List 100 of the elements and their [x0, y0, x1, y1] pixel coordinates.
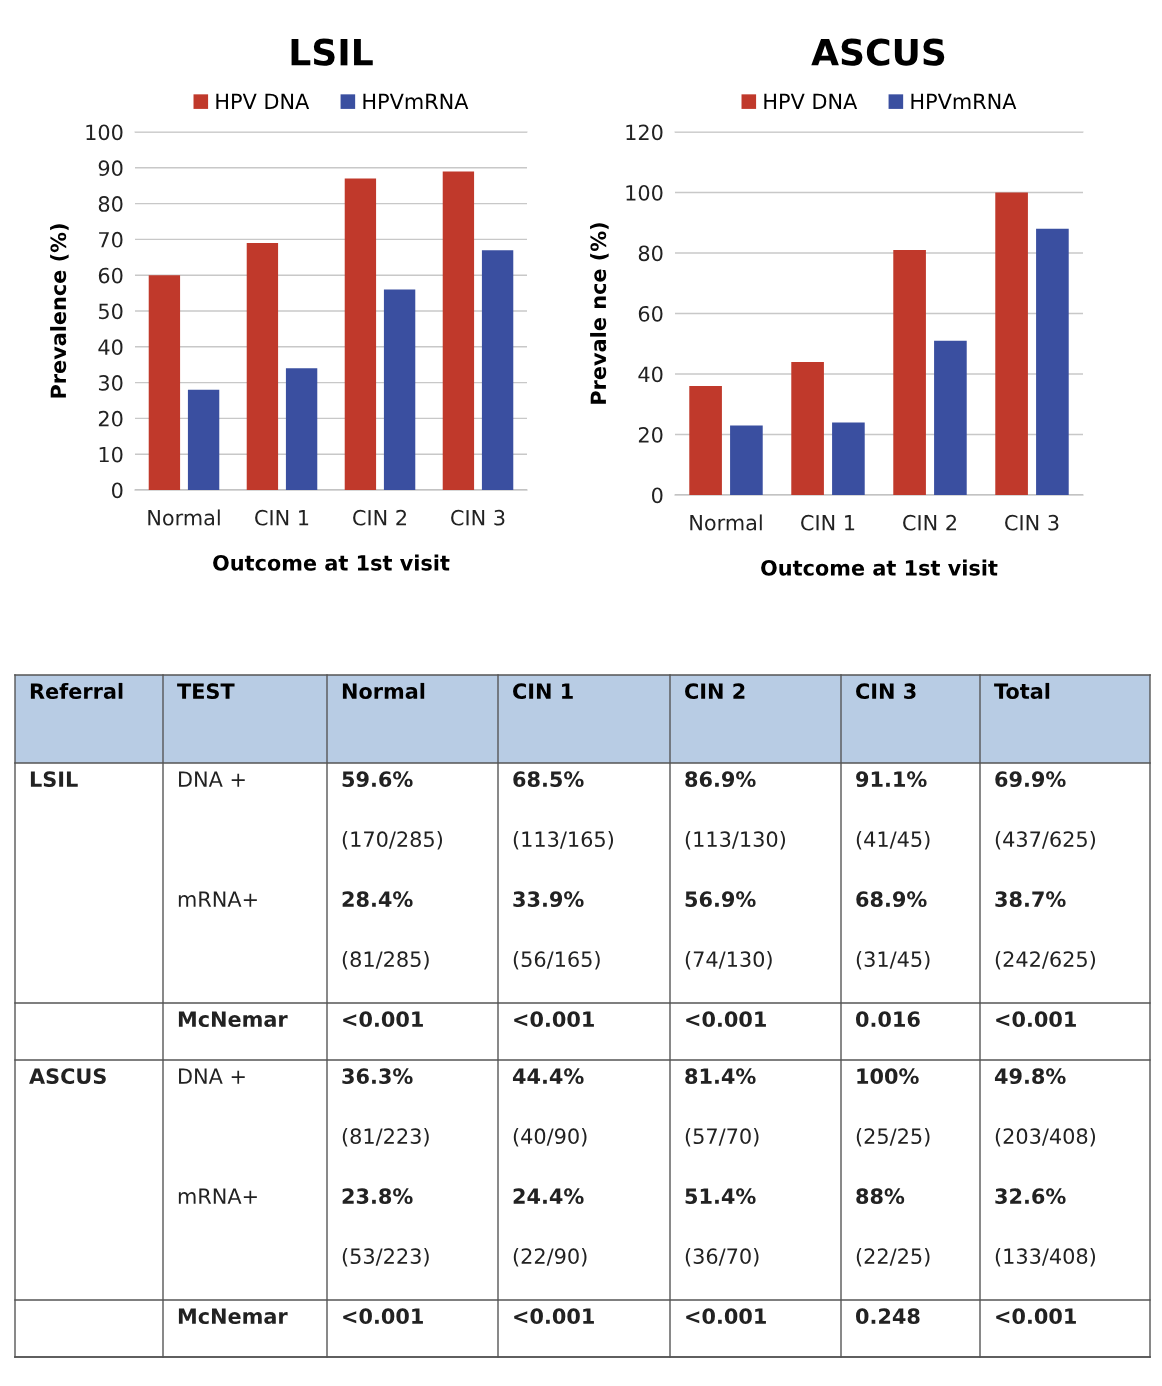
y-tick-label: 60	[638, 305, 663, 322]
text: DNA +	[179, 1068, 245, 1084]
text: (437/625)	[995, 830, 1096, 850]
bar	[481, 250, 514, 490]
legend-label: HPVmRNA	[911, 93, 1017, 109]
y-tick-label: 10	[99, 446, 123, 463]
y-tick-label: 100	[86, 124, 123, 141]
text: 69.9%	[995, 771, 1066, 788]
text: (133/408)	[995, 1247, 1096, 1267]
bar	[344, 178, 377, 490]
y-tick-label: 120	[626, 124, 663, 141]
text: (170/285)	[342, 830, 443, 850]
bar	[383, 289, 416, 490]
category-label: TEST	[177, 683, 235, 700]
text: (113/130)	[685, 830, 786, 850]
bar	[442, 171, 475, 490]
text: <0.001	[514, 1308, 594, 1325]
text: 0.248	[856, 1308, 920, 1325]
bar	[893, 249, 926, 495]
x-tick-label: CIN 3	[451, 509, 505, 526]
text: <0.001	[686, 1011, 766, 1028]
category-label: CIN 1	[513, 683, 573, 700]
text: (74/130)	[685, 950, 772, 970]
text: <0.001	[996, 1011, 1076, 1028]
y-tick-label: 80	[638, 245, 663, 262]
text: McNemar	[178, 1308, 288, 1325]
bar	[187, 389, 220, 490]
text: (53/223)	[342, 1247, 429, 1267]
text: 86.9%	[685, 771, 756, 788]
x-tick-label: Normal	[690, 514, 762, 531]
text: (41/45)	[856, 830, 930, 850]
text: (203/408)	[995, 1127, 1096, 1147]
text: 81.4%	[685, 1068, 756, 1085]
text: (242/625)	[995, 950, 1096, 970]
text: mRNA+	[178, 891, 257, 907]
text: <0.001	[514, 1011, 594, 1028]
y-tick-label: 0	[652, 487, 663, 504]
text: (25/25)	[856, 1127, 930, 1147]
y-tick-label: 30	[98, 375, 123, 391]
text: (56/165)	[513, 950, 600, 970]
text: 91.1%	[856, 771, 927, 788]
y-axis-title: Prevalence (%)	[50, 224, 69, 398]
text: (40/90)	[513, 1127, 587, 1147]
text: 28.4%	[342, 891, 413, 908]
text: <0.001	[343, 1011, 423, 1028]
bar	[1036, 228, 1069, 495]
text: 88%	[856, 1188, 905, 1205]
x-axis-title: Outcome at 1st visit	[213, 554, 450, 571]
legend-label: HPVmRNA	[363, 93, 469, 109]
text: 68.9%	[856, 891, 927, 908]
category-label: Referral	[30, 682, 123, 700]
text: (81/223)	[342, 1127, 429, 1147]
y-tick-label: 40	[638, 366, 663, 383]
x-tick-label: CIN 1	[801, 514, 855, 531]
text: 33.9%	[513, 891, 584, 908]
category-label: Normal	[342, 682, 425, 700]
bar	[832, 422, 865, 495]
x-tick-label: CIN 2	[353, 509, 406, 526]
x-tick-label: Normal	[148, 509, 220, 526]
text: (81/285)	[342, 950, 429, 970]
y-tick-label: 70	[99, 231, 123, 248]
text: <0.001	[996, 1308, 1076, 1325]
text: 0.016	[856, 1011, 920, 1028]
category-label: Total	[994, 682, 1050, 700]
y-tick-label: 90	[98, 160, 123, 177]
text: 24.4%	[513, 1188, 584, 1205]
y-tick-label: 40	[98, 339, 123, 356]
legend-label: HPV DNA	[764, 93, 858, 109]
text: 44.4%	[512, 1068, 584, 1085]
y-tick-label: 100	[626, 184, 663, 201]
chart-title: ASCUS	[811, 38, 945, 66]
text: (31/45)	[856, 950, 930, 970]
text: (57/70)	[685, 1127, 759, 1147]
text: 56.9%	[685, 891, 756, 908]
y-tick-label: 50	[98, 303, 123, 320]
y-tick-label: 20	[98, 410, 123, 427]
text: 32.6%	[995, 1188, 1066, 1205]
text: <0.001	[686, 1308, 766, 1325]
y-axis-title: Prevale nce (%)	[590, 223, 609, 404]
text: (113/165)	[513, 830, 614, 850]
x-tick-label: CIN 3	[1005, 514, 1059, 531]
bar	[791, 361, 824, 495]
text: 100%	[857, 1068, 919, 1085]
text: (22/90)	[513, 1247, 587, 1267]
text: McNemar	[178, 1011, 288, 1028]
text: <0.001	[343, 1308, 423, 1325]
y-tick-label: 0	[112, 482, 123, 499]
text: 49.8%	[994, 1068, 1066, 1085]
y-tick-label: 80	[98, 196, 123, 212]
text: (22/25)	[856, 1247, 930, 1267]
text: 23.8%	[342, 1188, 413, 1205]
text: DNA +	[179, 771, 245, 787]
y-tick-label: 20	[638, 426, 663, 443]
text: 38.7%	[995, 891, 1066, 908]
legend-label: HPV DNA	[216, 93, 310, 109]
text: mRNA+	[178, 1188, 257, 1204]
category-label: CIN 3	[856, 683, 916, 700]
bar	[934, 340, 967, 495]
text: (36/70)	[685, 1247, 759, 1267]
text: 68.5%	[513, 771, 584, 788]
